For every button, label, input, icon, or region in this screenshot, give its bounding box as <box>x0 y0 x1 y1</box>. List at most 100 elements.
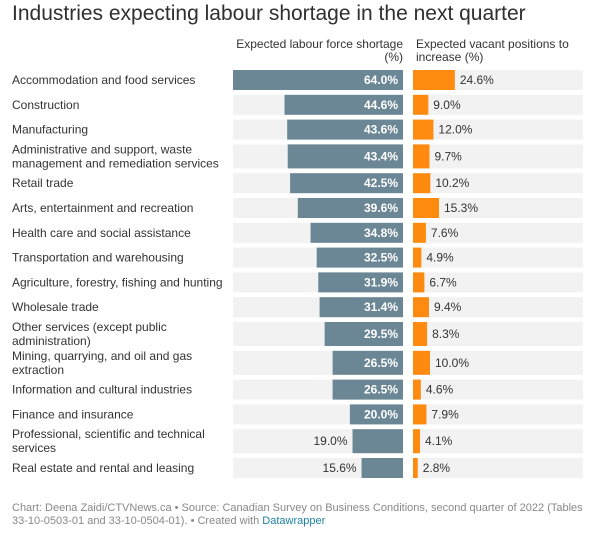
shortage-bar <box>349 404 403 425</box>
vacant-value-label: 8.3% <box>432 327 460 341</box>
shortage-value-label: 15.6% <box>323 461 357 475</box>
shortage-bar <box>332 379 403 400</box>
vacant-bar <box>413 198 440 218</box>
shortage-value-label: 39.6% <box>364 201 398 215</box>
vacant-track <box>413 404 583 425</box>
category-label: Mining, quarrying, and oil and gas extrac… <box>12 349 192 377</box>
shortage-bar <box>316 247 403 268</box>
shortage-value-label: 44.6% <box>364 98 398 112</box>
vacant-value-label: 7.6% <box>431 226 459 240</box>
shortage-bar <box>319 297 403 318</box>
shortage-value-label: 34.8% <box>364 226 398 240</box>
category-label: Agriculture, forestry, fishing and hunti… <box>12 275 223 289</box>
vacant-bar <box>413 404 427 425</box>
column-header-labour-shortage: Expected labour force shortage (%) <box>236 37 403 64</box>
vacant-bar <box>413 272 425 293</box>
vacant-track <box>413 297 583 318</box>
category-label: Retail trade <box>12 176 74 190</box>
category-label: Other services (except public administrat… <box>12 320 167 348</box>
vacant-track <box>413 144 583 169</box>
vacant-track <box>413 173 583 194</box>
shortage-bar <box>310 222 403 243</box>
column-header-vacant-positions: Expected vacant positions to increase (%… <box>416 37 569 64</box>
category-label: Real estate and rental and leasing <box>12 461 194 475</box>
category-label: Manufacturing <box>12 123 88 137</box>
vacant-value-label: 9.0% <box>433 98 461 112</box>
vacant-value-label: 12.0% <box>438 123 472 137</box>
shortage-value-label: 43.6% <box>364 123 398 137</box>
vacant-track <box>413 247 583 268</box>
shortage-value-label: 32.5% <box>364 251 398 265</box>
vacant-bar <box>413 119 434 140</box>
category-label: Professional, scientific and technical se… <box>12 427 205 455</box>
vacant-bar <box>413 458 418 478</box>
shortage-bar <box>287 119 403 140</box>
shortage-bar <box>233 70 403 90</box>
vacant-value-label: 4.6% <box>426 383 454 397</box>
vacant-track <box>413 198 583 218</box>
footer-credit: Chart: Deena Zaidi/CTVNews.ca • Source: … <box>12 502 583 527</box>
vacant-track <box>413 94 583 115</box>
shortage-value-label: 19.0% <box>314 434 348 448</box>
vacant-track <box>413 272 583 293</box>
category-label: Accommodation and food services <box>12 73 195 87</box>
shortage-bar <box>324 322 403 346</box>
vacant-bar <box>413 173 431 194</box>
vacant-value-label: 4.9% <box>426 251 454 265</box>
category-label: Arts, entertainment and recreation <box>12 201 193 215</box>
shortage-bar <box>287 144 403 169</box>
vacant-value-label: 2.8% <box>423 461 451 475</box>
shortage-bar <box>297 198 403 218</box>
shortage-value-label: 26.5% <box>364 383 398 397</box>
shortage-track <box>233 458 403 478</box>
shortage-bar <box>361 458 403 478</box>
shortage-value-label: 64.0% <box>364 73 398 87</box>
vacant-value-label: 10.0% <box>435 356 469 370</box>
chart-footer: Chart: Deena Zaidi/CTVNews.ca • Source: … <box>12 502 587 528</box>
vacant-bar <box>413 70 455 90</box>
vacant-bar <box>413 297 429 318</box>
datawrapper-link[interactable]: Datawrapper <box>262 515 326 527</box>
shortage-value-label: 26.5% <box>364 356 398 370</box>
category-label: Information and cultural industries <box>12 383 192 397</box>
shortage-bar <box>352 429 403 454</box>
vacant-track <box>413 70 583 90</box>
vacant-value-label: 4.1% <box>425 434 453 448</box>
shortage-value-label: 42.5% <box>364 176 398 190</box>
vacant-bar <box>413 247 422 268</box>
split-bar-chart: Accommodation and food services 64.0% 24.6… <box>12 70 583 478</box>
vacant-track <box>413 429 583 454</box>
vacant-value-label: 9.4% <box>434 300 462 314</box>
category-label: Wholesale trade <box>12 300 99 314</box>
vacant-bar <box>413 222 426 243</box>
shortage-bar <box>332 350 403 375</box>
vacant-track <box>413 322 583 346</box>
shortage-value-label: 43.4% <box>364 149 398 163</box>
category-label: Transportation and warehousing <box>12 251 184 265</box>
vacant-track <box>413 350 583 375</box>
vacant-bar <box>413 322 428 346</box>
vacant-bar <box>413 350 430 375</box>
vacant-track <box>413 458 583 478</box>
page-title: Industries expecting labour shortage in … <box>12 2 526 25</box>
vacant-track <box>413 119 583 140</box>
shortage-bar <box>284 94 403 115</box>
shortage-value-label: 31.9% <box>364 275 398 289</box>
shortage-value-label: 31.4% <box>364 300 398 314</box>
category-label: Construction <box>12 98 79 112</box>
shortage-value-label: 29.5% <box>364 327 398 341</box>
shortage-bar <box>318 272 403 293</box>
vacant-value-label: 7.9% <box>431 407 459 421</box>
shortage-bar <box>290 173 403 194</box>
category-label: Health care and social assistance <box>12 226 191 240</box>
category-label: Administrative and support, waste managem… <box>12 142 219 170</box>
vacant-bar <box>413 94 429 115</box>
shortage-value-label: 20.0% <box>364 407 398 421</box>
vacant-value-label: 6.7% <box>429 275 457 289</box>
vacant-bar <box>413 144 430 169</box>
vacant-value-label: 10.2% <box>435 176 469 190</box>
category-label: Finance and insurance <box>12 407 134 421</box>
vacant-value-label: 24.6% <box>460 73 494 87</box>
vacant-track <box>413 379 583 400</box>
vacant-value-label: 9.7% <box>434 149 462 163</box>
